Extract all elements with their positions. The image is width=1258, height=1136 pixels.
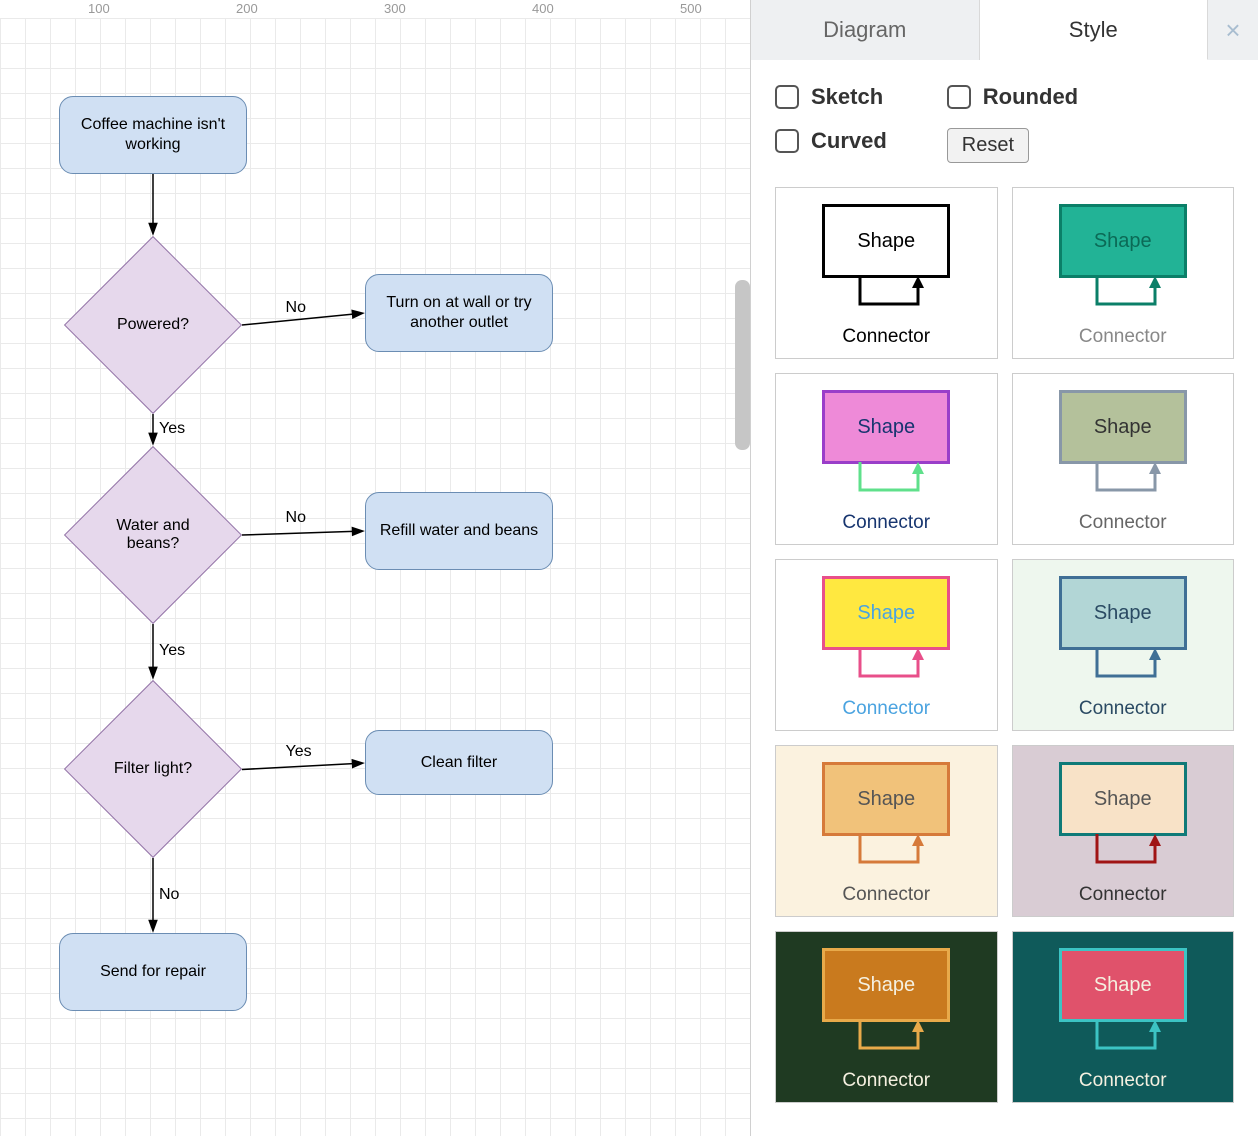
- flowchart-decision-node[interactable]: Water and beans?: [90, 472, 216, 598]
- swatch-shape: Shape: [822, 204, 950, 278]
- style-swatch[interactable]: Shape Connector: [1012, 373, 1235, 545]
- swatch-connector-label: Connector: [1079, 884, 1167, 906]
- vertical-scrollbar[interactable]: [735, 280, 750, 450]
- swatch-connector-label: Connector: [842, 512, 930, 534]
- ruler-tick: 400: [532, 1, 554, 16]
- tab-style[interactable]: Style: [980, 0, 1209, 60]
- swatch-connector: [822, 278, 950, 324]
- style-swatch[interactable]: Shape Connector: [775, 373, 998, 545]
- rounded-label: Rounded: [983, 84, 1078, 110]
- style-swatch[interactable]: Shape Connector: [775, 931, 998, 1103]
- ruler-horizontal: 100 200 300 400 500: [0, 0, 750, 18]
- flowchart-process-node[interactable]: Send for repair: [59, 933, 247, 1011]
- swatch-connector-label: Connector: [842, 698, 930, 720]
- flowchart-process-node[interactable]: Turn on at wall or try another outlet: [365, 274, 553, 352]
- flowchart-edge-label: No: [286, 509, 306, 527]
- swatch-connector: [1059, 278, 1187, 324]
- curved-label: Curved: [811, 128, 887, 154]
- ruler-tick: 200: [236, 1, 258, 16]
- panel-tabs: Diagram Style ×: [751, 0, 1258, 60]
- flowchart: Coffee machine isn't working Powered? Turn…: [0, 18, 750, 1136]
- swatch-connector-label: Connector: [1079, 1070, 1167, 1092]
- reset-button[interactable]: Reset: [947, 128, 1029, 163]
- flowchart-edge[interactable]: [143, 164, 163, 246]
- swatch-connector: [1059, 1022, 1187, 1068]
- flowchart-edge-label: Yes: [159, 642, 185, 660]
- swatch-connector: [1059, 464, 1187, 510]
- swatch-shape: Shape: [1059, 576, 1187, 650]
- swatch-connector: [822, 650, 950, 696]
- flowchart-edge-label: No: [159, 886, 179, 904]
- flowchart-process-node[interactable]: Coffee machine isn't working: [59, 96, 247, 174]
- flowchart-decision-node[interactable]: Powered?: [90, 262, 216, 388]
- style-swatch-grid: Shape Connector Shape Connector Shape Connect…: [775, 187, 1234, 1103]
- tab-diagram[interactable]: Diagram: [751, 0, 980, 60]
- style-swatch[interactable]: Shape Connector: [1012, 187, 1235, 359]
- sketch-label: Sketch: [811, 84, 883, 110]
- swatch-shape: Shape: [1059, 204, 1187, 278]
- swatch-connector-label: Connector: [1079, 512, 1167, 534]
- sketch-checkbox[interactable]: [775, 85, 799, 109]
- ruler-tick: 300: [384, 1, 406, 16]
- swatch-connector-label: Connector: [842, 326, 930, 348]
- swatch-connector: [822, 464, 950, 510]
- swatch-shape: Shape: [822, 576, 950, 650]
- diagram-canvas[interactable]: 100 200 300 400 500 Coffee machine isn't wor…: [0, 0, 750, 1136]
- swatch-connector-label: Connector: [842, 884, 930, 906]
- flowchart-process-node[interactable]: Refill water and beans: [365, 492, 553, 570]
- flowchart-process-node[interactable]: Clean filter: [365, 730, 553, 795]
- swatch-connector-label: Connector: [1079, 326, 1167, 348]
- swatch-shape: Shape: [1059, 390, 1187, 464]
- rounded-checkbox[interactable]: [947, 85, 971, 109]
- style-swatch[interactable]: Shape Connector: [1012, 559, 1235, 731]
- close-icon[interactable]: ×: [1208, 0, 1258, 60]
- swatch-shape: Shape: [822, 762, 950, 836]
- style-swatch[interactable]: Shape Connector: [1012, 931, 1235, 1103]
- style-panel: Diagram Style × Sketch Curved: [750, 0, 1258, 1136]
- swatch-connector-label: Connector: [1079, 698, 1167, 720]
- swatch-shape: Shape: [1059, 762, 1187, 836]
- style-options: Sketch Curved Rounded Reset: [775, 84, 1234, 163]
- swatch-connector: [822, 1022, 950, 1068]
- flowchart-edge-label: No: [286, 299, 306, 317]
- flowchart-edge-label: Yes: [286, 743, 312, 761]
- swatch-connector-label: Connector: [842, 1070, 930, 1092]
- ruler-tick: 500: [680, 1, 702, 16]
- swatch-connector: [1059, 650, 1187, 696]
- swatch-connector: [822, 836, 950, 882]
- style-swatch[interactable]: Shape Connector: [775, 187, 998, 359]
- style-swatch[interactable]: Shape Connector: [775, 559, 998, 731]
- curved-checkbox[interactable]: [775, 129, 799, 153]
- swatch-shape: Shape: [822, 948, 950, 1022]
- style-swatch[interactable]: Shape Connector: [775, 745, 998, 917]
- flowchart-decision-node[interactable]: Filter light?: [90, 706, 216, 832]
- swatch-shape: Shape: [1059, 948, 1187, 1022]
- flowchart-edge-label: Yes: [159, 420, 185, 438]
- ruler-tick: 100: [88, 1, 110, 16]
- style-swatch[interactable]: Shape Connector: [1012, 745, 1235, 917]
- swatch-connector: [1059, 836, 1187, 882]
- swatch-shape: Shape: [822, 390, 950, 464]
